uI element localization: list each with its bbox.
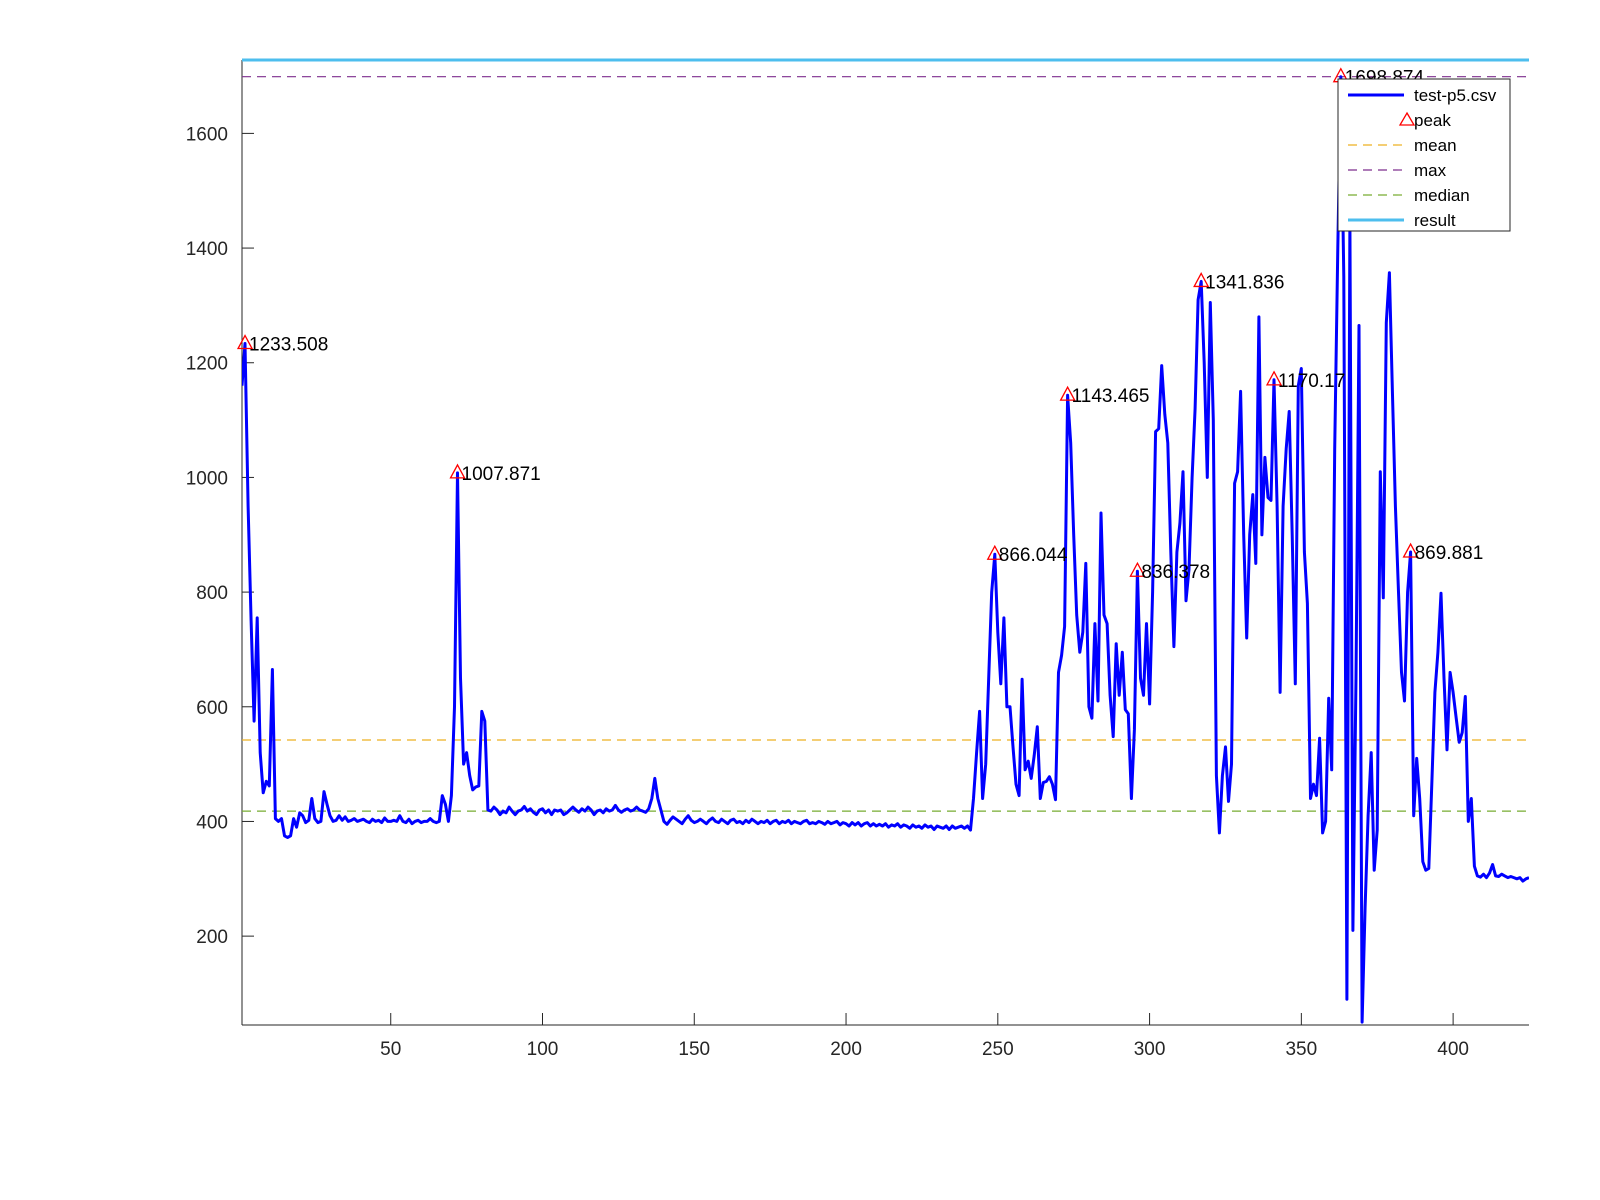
legend-label: peak bbox=[1414, 111, 1451, 130]
series-line bbox=[242, 75, 1529, 1024]
x-tick-label: 400 bbox=[1437, 1039, 1469, 1060]
y-tick-label: 800 bbox=[196, 583, 228, 604]
legend-marker-peak bbox=[1398, 111, 1416, 126]
y-tick-label: 1200 bbox=[186, 354, 228, 375]
x-tick-label: 100 bbox=[527, 1039, 559, 1060]
legend-label: mean bbox=[1414, 136, 1457, 155]
y-tick-label: 200 bbox=[196, 927, 228, 948]
peak-label: 1143.465 bbox=[1072, 386, 1150, 407]
y-tick-label: 600 bbox=[196, 698, 228, 719]
y-tick-label: 400 bbox=[196, 812, 228, 833]
y-tick-label: 1400 bbox=[186, 239, 228, 260]
peak-marker bbox=[1193, 272, 1210, 288]
peak-marker bbox=[1402, 542, 1419, 558]
peak-label: 1233.508 bbox=[249, 335, 328, 356]
plot-area bbox=[242, 58, 1529, 1024]
legend-label: median bbox=[1414, 186, 1470, 205]
y-tick-label: 1600 bbox=[186, 124, 228, 145]
peak-marker bbox=[449, 463, 466, 479]
legend-box bbox=[1337, 78, 1511, 232]
x-tick-label: 250 bbox=[982, 1039, 1014, 1060]
x-tick-label: 350 bbox=[1285, 1039, 1317, 1060]
peak-marker bbox=[1129, 561, 1146, 577]
peak-marker bbox=[1265, 370, 1283, 386]
legend-label: test-p5.csv bbox=[1414, 86, 1497, 105]
x-tick-label: 50 bbox=[380, 1039, 401, 1060]
legend-label: max bbox=[1414, 161, 1447, 180]
peak-label: 1341.836 bbox=[1205, 272, 1284, 293]
peak-marker bbox=[986, 544, 1003, 560]
legend: test-p5.csv peak mean max median result bbox=[1337, 78, 1511, 232]
peak-label: 1170.17 bbox=[1278, 371, 1345, 392]
y-tick-label: 1000 bbox=[186, 468, 228, 489]
peak-label: 866.044 bbox=[999, 545, 1068, 566]
peak-label: 836.378 bbox=[1141, 562, 1210, 583]
peak-marker bbox=[236, 334, 254, 350]
peak-marker bbox=[1059, 385, 1076, 401]
peak-label: 1007.871 bbox=[462, 464, 541, 485]
legend-label: result bbox=[1414, 211, 1456, 230]
peak-label: 869.881 bbox=[1415, 543, 1484, 564]
x-tick-label: 150 bbox=[678, 1039, 710, 1060]
x-tick-label: 300 bbox=[1134, 1039, 1166, 1060]
x-tick-label: 200 bbox=[830, 1039, 862, 1060]
